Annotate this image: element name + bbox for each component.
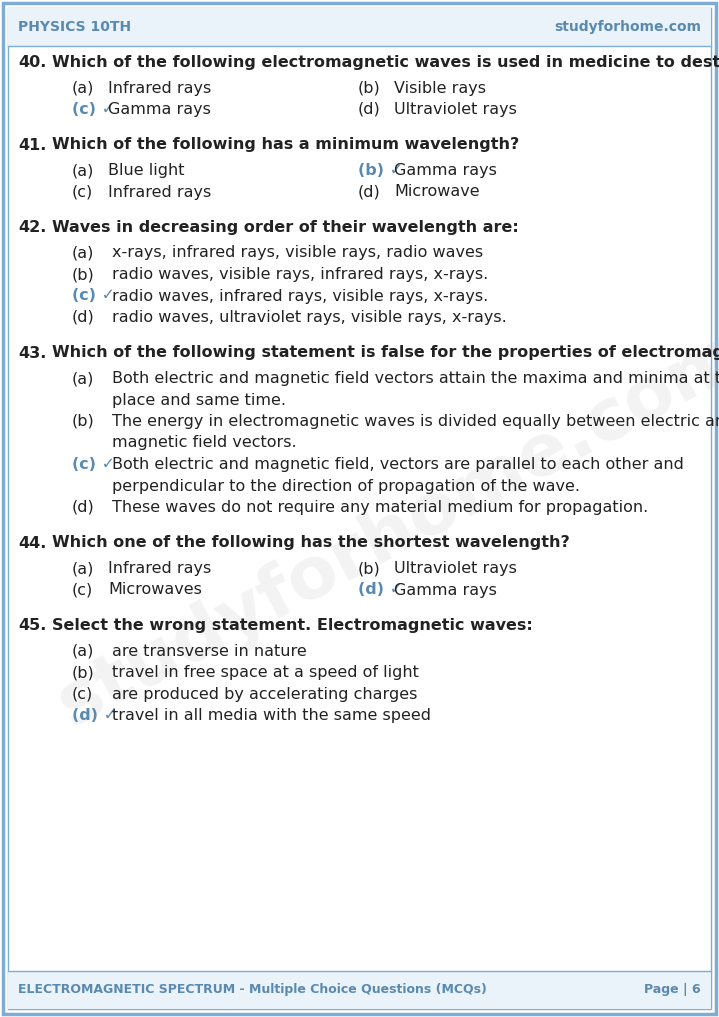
Text: (a): (a) xyxy=(72,644,94,658)
Text: (c) ✓: (c) ✓ xyxy=(72,289,115,303)
Text: (a): (a) xyxy=(72,163,94,178)
Text: magnetic field vectors.: magnetic field vectors. xyxy=(112,435,297,451)
Text: (d): (d) xyxy=(72,500,95,515)
Text: are transverse in nature: are transverse in nature xyxy=(112,644,307,658)
Text: Which one of the following has the shortest wavelength?: Which one of the following has the short… xyxy=(52,536,569,550)
Text: 41.: 41. xyxy=(18,137,46,153)
Text: Ultraviolet rays: Ultraviolet rays xyxy=(394,102,517,117)
Text: (d): (d) xyxy=(358,184,381,199)
Text: radio waves, ultraviolet rays, visible rays, x-rays.: radio waves, ultraviolet rays, visible r… xyxy=(112,310,507,325)
Text: Which of the following electromagnetic waves is used in medicine to destroy canc: Which of the following electromagnetic w… xyxy=(52,55,719,70)
Bar xyxy=(8,971,711,1009)
Text: Infrared rays: Infrared rays xyxy=(108,184,211,199)
Text: radio waves, infrared rays, visible rays, x-rays.: radio waves, infrared rays, visible rays… xyxy=(112,289,488,303)
Text: (c): (c) xyxy=(72,686,93,702)
Text: (c): (c) xyxy=(72,583,93,598)
Text: (b) ✓: (b) ✓ xyxy=(358,163,403,178)
Text: studyforhome.com: studyforhome.com xyxy=(554,20,701,34)
Text: Waves in decreasing order of their wavelength are:: Waves in decreasing order of their wavel… xyxy=(52,220,518,235)
Text: Both electric and magnetic field vectors attain the maxima and minima at the sam: Both electric and magnetic field vectors… xyxy=(112,371,719,386)
Text: Page | 6: Page | 6 xyxy=(644,983,701,997)
Text: Gamma rays: Gamma rays xyxy=(394,583,497,598)
Text: (b): (b) xyxy=(72,665,95,680)
Text: (b): (b) xyxy=(358,561,381,576)
Text: travel in free space at a speed of light: travel in free space at a speed of light xyxy=(112,665,419,680)
Text: (b): (b) xyxy=(358,80,381,96)
Text: (d): (d) xyxy=(72,310,95,325)
Text: Blue light: Blue light xyxy=(108,163,185,178)
Text: These waves do not require any material medium for propagation.: These waves do not require any material … xyxy=(112,500,649,515)
Text: 45.: 45. xyxy=(18,618,46,633)
Text: (b): (b) xyxy=(72,267,95,282)
Text: Which of the following has a minimum wavelength?: Which of the following has a minimum wav… xyxy=(52,137,519,153)
Text: travel in all media with the same speed: travel in all media with the same speed xyxy=(112,708,431,723)
Text: radio waves, visible rays, infrared rays, x-rays.: radio waves, visible rays, infrared rays… xyxy=(112,267,488,282)
Text: 44.: 44. xyxy=(18,536,46,550)
Text: (c) ✓: (c) ✓ xyxy=(72,102,115,117)
Text: (c) ✓: (c) ✓ xyxy=(72,457,115,472)
Text: x-rays, infrared rays, visible rays, radio waves: x-rays, infrared rays, visible rays, rad… xyxy=(112,245,483,260)
Text: (d): (d) xyxy=(358,102,381,117)
Text: (a): (a) xyxy=(72,561,94,576)
Text: Ultraviolet rays: Ultraviolet rays xyxy=(394,561,517,576)
Text: are produced by accelerating charges: are produced by accelerating charges xyxy=(112,686,417,702)
Text: Select the wrong statement. Electromagnetic waves:: Select the wrong statement. Electromagne… xyxy=(52,618,533,633)
Text: (a): (a) xyxy=(72,371,94,386)
Text: studyforhome.com: studyforhome.com xyxy=(46,320,719,740)
Text: (c): (c) xyxy=(72,184,93,199)
Text: (d) ✓: (d) ✓ xyxy=(72,708,117,723)
Text: Both electric and magnetic field, vectors are parallel to each other and: Both electric and magnetic field, vector… xyxy=(112,457,684,472)
Text: ELECTROMAGNETIC SPECTRUM - Multiple Choice Questions (MCQs): ELECTROMAGNETIC SPECTRUM - Multiple Choi… xyxy=(18,983,487,997)
Text: (a): (a) xyxy=(72,245,94,260)
Text: Microwaves: Microwaves xyxy=(108,583,202,598)
Text: Microwave: Microwave xyxy=(394,184,480,199)
Text: (d) ✓: (d) ✓ xyxy=(358,583,403,598)
Text: perpendicular to the direction of propagation of the wave.: perpendicular to the direction of propag… xyxy=(112,479,580,493)
Text: place and same time.: place and same time. xyxy=(112,393,286,408)
Text: Gamma rays: Gamma rays xyxy=(394,163,497,178)
Text: Which of the following statement is false for the properties of electromagnetic : Which of the following statement is fals… xyxy=(52,346,719,360)
Text: 43.: 43. xyxy=(18,346,46,360)
Text: Infrared rays: Infrared rays xyxy=(108,561,211,576)
Text: The energy in electromagnetic waves is divided equally between electric and: The energy in electromagnetic waves is d… xyxy=(112,414,719,429)
Text: 40.: 40. xyxy=(18,55,46,70)
Bar xyxy=(8,8,711,46)
Text: 42.: 42. xyxy=(18,220,46,235)
Text: Visible rays: Visible rays xyxy=(394,80,486,96)
Text: (a): (a) xyxy=(72,80,94,96)
Text: Infrared rays: Infrared rays xyxy=(108,80,211,96)
Text: (b): (b) xyxy=(72,414,95,429)
Text: Gamma rays: Gamma rays xyxy=(108,102,211,117)
Text: PHYSICS 10TH: PHYSICS 10TH xyxy=(18,20,131,34)
